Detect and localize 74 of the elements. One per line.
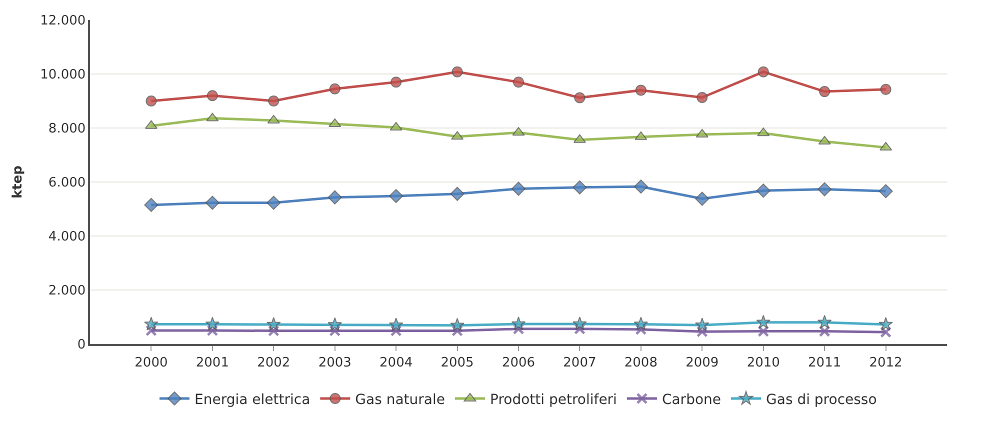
y-tick-label: 2.000 xyxy=(48,284,86,299)
point xyxy=(145,324,157,336)
point xyxy=(758,66,769,78)
point xyxy=(817,314,832,329)
point xyxy=(695,192,710,206)
point xyxy=(878,184,893,198)
y-tick-label: 0 xyxy=(77,338,86,353)
point xyxy=(268,96,280,106)
point xyxy=(574,92,586,104)
point xyxy=(389,189,404,204)
x-tick-label: 2009 xyxy=(686,355,719,370)
point xyxy=(512,182,526,196)
point xyxy=(634,316,648,330)
point xyxy=(328,190,342,204)
point xyxy=(634,180,648,194)
y-tick-label: 10.000 xyxy=(40,68,86,83)
point xyxy=(205,316,220,330)
point xyxy=(878,317,893,331)
point xyxy=(513,76,524,88)
point xyxy=(388,318,404,332)
legend-label: Prodotti petroliferi xyxy=(490,392,617,408)
point xyxy=(268,325,280,337)
point xyxy=(818,326,830,338)
point xyxy=(818,182,832,196)
point xyxy=(819,86,830,98)
y-axis-title: ktep xyxy=(10,166,26,198)
point xyxy=(328,317,342,331)
point xyxy=(205,196,220,210)
point xyxy=(696,326,708,338)
point xyxy=(635,84,646,96)
point xyxy=(452,325,464,337)
point xyxy=(329,83,340,94)
legend-label: Carbone xyxy=(662,392,722,408)
x-tick-label: 2003 xyxy=(318,355,352,370)
point xyxy=(450,318,464,332)
x-tick-label: 2001 xyxy=(196,355,229,370)
point xyxy=(756,314,771,329)
x-tick-label: 2000 xyxy=(134,355,168,370)
x-tick-label: 2008 xyxy=(624,355,658,370)
point xyxy=(206,324,218,336)
point xyxy=(694,318,710,332)
x-tick-label: 2005 xyxy=(440,355,474,370)
point xyxy=(572,180,587,194)
x-tick-label: 2010 xyxy=(746,355,780,370)
x-tick-label: 2011 xyxy=(808,355,842,370)
point xyxy=(146,96,157,106)
point xyxy=(144,316,158,330)
y-tick-label: 12.000 xyxy=(40,14,86,29)
x-tick-label: 2004 xyxy=(380,355,413,370)
y-tick-label: 4.000 xyxy=(48,230,86,245)
point xyxy=(450,186,464,201)
point xyxy=(329,325,341,337)
x-tick-label: 2002 xyxy=(257,355,290,370)
point xyxy=(144,198,158,212)
point xyxy=(572,316,587,330)
point xyxy=(266,317,281,331)
legend-label: Gas naturale xyxy=(355,392,445,408)
point xyxy=(880,84,892,95)
point xyxy=(696,92,708,103)
point xyxy=(756,184,770,198)
point xyxy=(758,326,770,338)
point xyxy=(390,76,402,88)
point xyxy=(452,66,463,78)
point xyxy=(266,196,281,210)
x-tick-label: 2006 xyxy=(502,355,536,370)
point xyxy=(206,90,218,102)
legend-label: Gas di processo xyxy=(766,392,877,408)
legend-label: Energia elettrica xyxy=(194,392,310,408)
point xyxy=(511,316,526,330)
point xyxy=(880,326,892,338)
y-tick-label: 8.000 xyxy=(48,122,86,137)
y-tick-label: 6.000 xyxy=(48,176,86,191)
x-tick-label: 2007 xyxy=(563,355,596,370)
x-tick-label: 2012 xyxy=(869,355,902,370)
